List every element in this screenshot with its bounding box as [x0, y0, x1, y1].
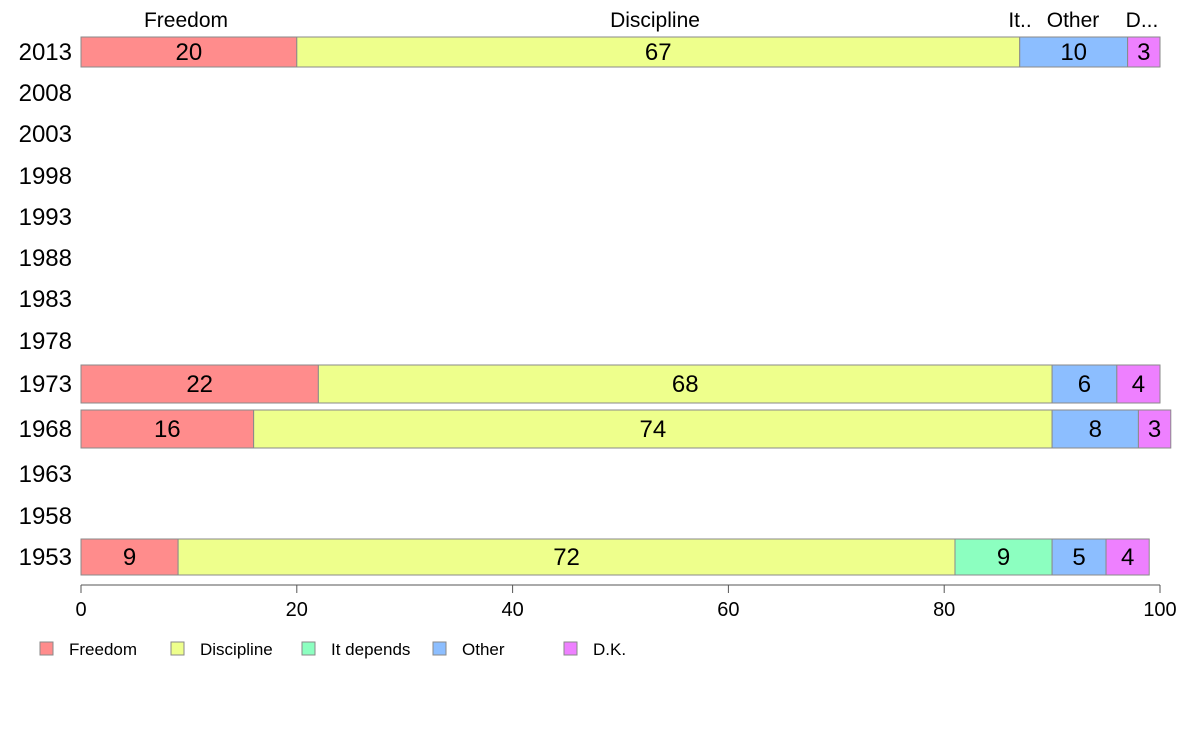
- legend-label-freedom: Freedom: [69, 640, 137, 659]
- bar-2013-freedom: [80, 36, 298, 68]
- y-tick-label-2013: 2013: [19, 39, 72, 66]
- top-label-d: D...: [1126, 9, 1159, 32]
- data-label-1968-discipline: 74: [640, 416, 667, 443]
- data-label-1953-d-k: 4: [1121, 544, 1134, 571]
- data-label-2013-freedom: 20: [176, 39, 203, 66]
- bar-1953-freedom: [80, 538, 179, 576]
- bar-1968-freedom: [80, 409, 255, 449]
- y-tick-label-1998: 1998: [19, 163, 72, 190]
- legend-label-d-k: D.K.: [593, 640, 626, 659]
- top-label-it: It..: [1008, 9, 1031, 32]
- y-tick-label-1968: 1968: [19, 416, 72, 443]
- top-label-freedom: Freedom: [144, 9, 228, 32]
- y-tick-label-2008: 2008: [19, 80, 72, 107]
- x-tick-label-80: 80: [933, 599, 955, 621]
- data-label-2013-d-k: 3: [1137, 39, 1150, 66]
- data-label-2013-discipline: 67: [645, 39, 672, 66]
- data-label-1973-discipline: 68: [672, 371, 699, 398]
- data-label-1968-freedom: 16: [154, 416, 181, 443]
- data-label-1953-it-depends: 9: [997, 544, 1010, 571]
- bar-1973-freedom: [80, 364, 319, 404]
- y-tick-label-1973: 1973: [19, 371, 72, 398]
- bar-1973-discipline: [317, 364, 1053, 404]
- y-tick-label-1963: 1963: [19, 461, 72, 488]
- legend-swatch-discipline: [170, 641, 185, 656]
- top-labels-layer: Freedom Discipline It.. Other D...: [144, 9, 1158, 32]
- bar-2013-discipline: [296, 36, 1021, 68]
- y-tick-label-1983: 1983: [19, 286, 72, 313]
- y-axis: 2013 2008 2003 1998 1993 1988 1983 1978 1973 1968…: [19, 39, 72, 571]
- data-label-1973-other: 6: [1078, 371, 1091, 398]
- data-label-1973-freedom: 22: [186, 371, 213, 398]
- y-tick-label-1958: 1958: [19, 503, 72, 530]
- x-tick-label-20: 20: [286, 599, 308, 621]
- bar-1973-d-k: [1116, 364, 1161, 404]
- data-label-1973-d-k: 4: [1132, 371, 1145, 398]
- legend-swatch-d-k: [563, 641, 578, 656]
- y-tick-label-2003: 2003: [19, 121, 72, 148]
- data-label-1953-other: 5: [1072, 544, 1085, 571]
- bar-1953-other: [1051, 538, 1107, 576]
- top-label-discipline: Discipline: [610, 9, 700, 32]
- legend: Freedom Discipline It depends Other D.K.: [39, 640, 626, 659]
- bar-2013-other: [1019, 36, 1129, 68]
- data-label-2013-other: 10: [1060, 39, 1087, 66]
- legend-label-other: Other: [462, 640, 505, 659]
- x-tick-label-100: 100: [1143, 599, 1176, 621]
- data-label-1953-freedom: 9: [123, 544, 136, 571]
- bar-1968-d-k: [1137, 409, 1172, 449]
- x-tick-label-0: 0: [75, 599, 86, 621]
- legend-label-it-depends: It depends: [331, 640, 410, 659]
- legend-swatch-other: [432, 641, 447, 656]
- bars-layer: 20 67 10 3 22 68 6 4 16 74 8 3 9 72 9 5 4: [80, 36, 1172, 576]
- legend-swatch-it-depends: [301, 641, 316, 656]
- data-label-1968-other: 8: [1089, 416, 1102, 443]
- bar-2013-d-k: [1127, 36, 1161, 68]
- bar-1968-discipline: [253, 409, 1053, 449]
- legend-swatch-freedom: [39, 641, 54, 656]
- legend-label-discipline: Discipline: [200, 640, 273, 659]
- bar-1953-d-k: [1105, 538, 1150, 576]
- x-axis: 0 20 40 60 80 100: [75, 584, 1177, 621]
- top-label-other: Other: [1047, 9, 1100, 32]
- y-tick-label-1978: 1978: [19, 328, 72, 355]
- y-tick-label-1988: 1988: [19, 245, 72, 272]
- data-label-1968-d-k: 3: [1148, 416, 1161, 443]
- y-tick-label-1993: 1993: [19, 204, 72, 231]
- x-tick-label-60: 60: [717, 599, 739, 621]
- bar-1953-discipline: [177, 538, 956, 576]
- data-label-1953-discipline: 72: [553, 544, 580, 571]
- bar-1973-other: [1051, 364, 1118, 404]
- x-tick-label-40: 40: [501, 599, 523, 621]
- y-tick-label-1953: 1953: [19, 544, 72, 571]
